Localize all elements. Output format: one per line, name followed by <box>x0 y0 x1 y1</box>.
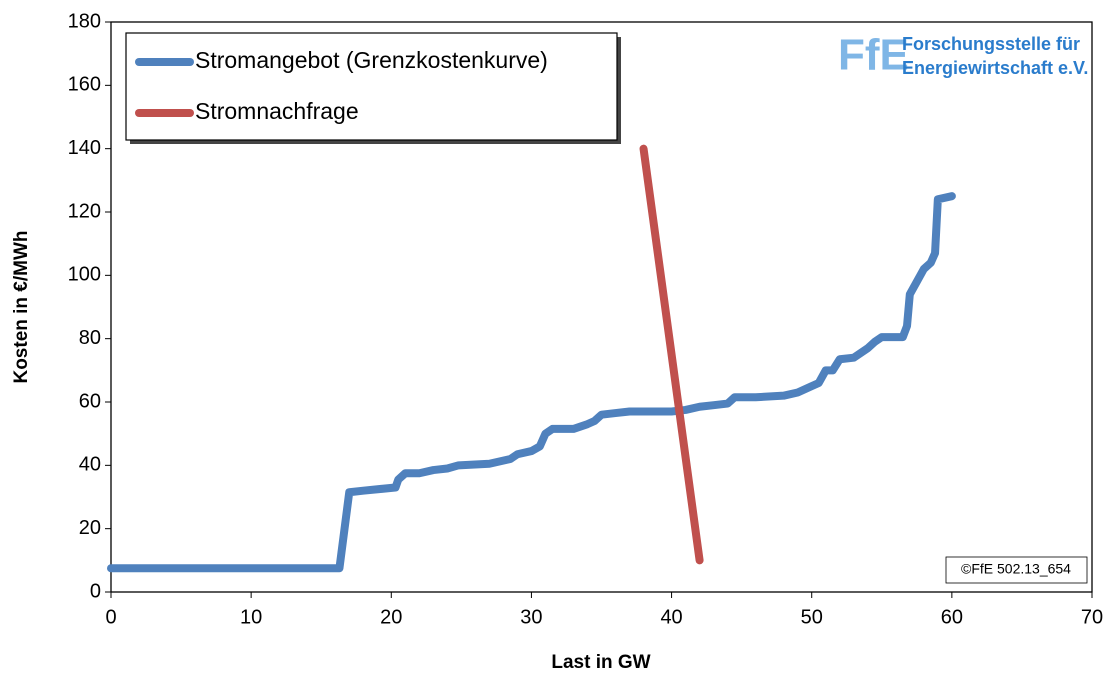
x-tick-label: 10 <box>240 606 262 628</box>
y-tick-label: 40 <box>79 454 101 476</box>
plot-frame <box>110 21 1093 593</box>
x-axis-title: Last in GW <box>551 652 650 673</box>
logo-mark: FfE <box>838 31 909 80</box>
y-tick-label: 20 <box>79 517 101 539</box>
x-tick-label: 70 <box>1081 606 1103 628</box>
y-tick-label: 80 <box>79 327 101 349</box>
x-tick-label: 30 <box>520 606 542 628</box>
y-axis-title: Kosten in €/MWh <box>11 230 32 383</box>
y-tick-label: 120 <box>68 200 101 222</box>
y-tick-label: 160 <box>68 74 101 96</box>
logo-text: Forschungsstelle für <box>902 34 1080 54</box>
legend-label: Stromnachfrage <box>195 98 359 124</box>
y-tick-label: 140 <box>68 137 101 159</box>
x-tick-label: 0 <box>105 606 116 628</box>
x-tick-label: 60 <box>941 606 963 628</box>
annotation: ©FfE 502.13_654 <box>961 561 1071 577</box>
annotation-box <box>945 556 1088 584</box>
y-tick-label: 100 <box>68 264 101 286</box>
logo-text: Energiewirtschaft e.V. <box>902 58 1088 78</box>
legend <box>125 32 618 141</box>
x-tick-label: 20 <box>380 606 402 628</box>
y-tick-label: 180 <box>68 10 101 32</box>
series-line <box>639 144 704 565</box>
y-tick-label: 0 <box>90 580 101 602</box>
y-tick-label: 60 <box>79 390 101 412</box>
x-tick-label: 40 <box>660 606 682 628</box>
x-tick-label: 50 <box>801 606 823 628</box>
series-line <box>107 192 956 573</box>
legend-label: Stromangebot (Grenzkostenkurve) <box>195 47 548 73</box>
